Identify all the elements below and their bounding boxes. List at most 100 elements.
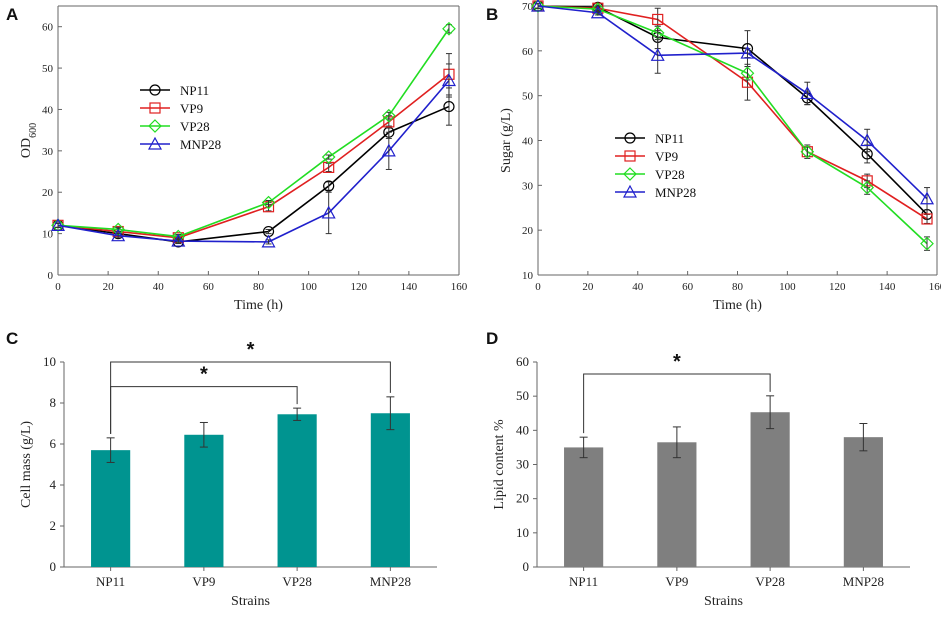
panel-a-y-tick-label: 40 bbox=[42, 104, 54, 116]
panel-b-vp9-point bbox=[652, 13, 664, 26]
panel-a-y-tick-label: 10 bbox=[42, 229, 54, 241]
panel-d-x-tick-label-vp28: VP28 bbox=[755, 574, 785, 589]
panel-c-y-tick-label: 4 bbox=[50, 477, 57, 492]
panel-a-mnp28-point bbox=[441, 73, 456, 87]
panel-a-mnp28-point bbox=[261, 234, 276, 248]
panel-d-y-tick-label: 0 bbox=[523, 559, 530, 574]
panel-a-y-tick-label: 0 bbox=[48, 270, 54, 282]
panel-c-bar-vp9 bbox=[184, 434, 224, 567]
panel-c-bar-np11 bbox=[91, 450, 131, 567]
panel-c-significance-star: * bbox=[200, 364, 208, 386]
panel-d-y-axis-title: Lipid content % bbox=[492, 419, 507, 510]
panel-a-legend-np11-label: NP11 bbox=[180, 83, 209, 98]
panel-a-vp28-point bbox=[442, 21, 456, 36]
panel-a-legend-np11-marker bbox=[149, 84, 161, 96]
panel-b-y-tick-label: 10 bbox=[522, 270, 534, 282]
panel-a-x-tick-label: 120 bbox=[351, 281, 368, 293]
panel-a-y-tick-label: 50 bbox=[42, 63, 54, 75]
panel-b-mnp28-point bbox=[800, 86, 815, 100]
panel-b-vp9-point bbox=[921, 213, 933, 225]
panel-b-legend-vp9-label: VP9 bbox=[655, 149, 678, 164]
panel-c-y-tick-label: 2 bbox=[50, 518, 57, 533]
panel-a-np11-point bbox=[443, 100, 455, 113]
panel-c-bar-vp28 bbox=[277, 414, 317, 567]
panel-a-np11-point bbox=[323, 180, 335, 192]
panel-a-x-tick-label: 100 bbox=[300, 281, 317, 293]
panel-b-mnp28-point bbox=[590, 5, 605, 19]
panel-b-x-tick-label: 80 bbox=[732, 281, 744, 293]
panel-d-y-tick-label: 60 bbox=[516, 354, 529, 369]
panel-a-x-tick-label: 160 bbox=[451, 281, 468, 293]
panel-c-x-tick-label-vp28: VP28 bbox=[282, 574, 312, 589]
panel-d-significance-star: * bbox=[673, 351, 681, 373]
panel-b-y-tick-label: 70 bbox=[522, 1, 534, 13]
panel-a-y-tick-label: 60 bbox=[42, 22, 54, 34]
panel-b-vp28-point bbox=[740, 66, 755, 81]
panel-b-y-tick-label: 30 bbox=[522, 180, 534, 192]
panel-b-legend-np11-marker bbox=[624, 132, 636, 144]
panel-d-bar-vp9 bbox=[657, 442, 697, 567]
panel-a-mnp28-point bbox=[321, 205, 336, 219]
panel-letter-a: A bbox=[6, 5, 18, 24]
panel-d-y-tick-label: 20 bbox=[516, 491, 529, 506]
panel-b-legend-vp9-marker bbox=[624, 150, 636, 162]
panel-d-x-axis-title: Strains bbox=[704, 594, 743, 609]
panel-c-significance-star: * bbox=[247, 339, 255, 361]
panel-d-significance-bracket bbox=[583, 373, 771, 434]
panel-a-y-axis-title: OD600 bbox=[19, 123, 39, 158]
panel-a-legend-mnp28-label: MNP28 bbox=[180, 137, 221, 152]
panel-b-x-axis-title: Time (h) bbox=[713, 298, 762, 313]
panel-a-y-tick-label: 20 bbox=[42, 187, 54, 199]
panel-c-bar-mnp28 bbox=[370, 413, 410, 567]
panel-a-legend-mnp28-marker bbox=[147, 136, 163, 150]
panel-b-vp28-point bbox=[800, 144, 815, 159]
panel-b-x-tick-label: 120 bbox=[829, 281, 846, 293]
panel-c-y-tick-label: 10 bbox=[43, 354, 56, 369]
panel-a-mnp28-line bbox=[57, 79, 450, 243]
panel-b-mnp28-point bbox=[530, 0, 546, 12]
panel-c-y-axis-title: Cell mass (g/L) bbox=[19, 421, 34, 508]
panel-letter-d: D bbox=[486, 329, 498, 348]
panel-a-vp28-point bbox=[321, 150, 336, 164]
panel-b-legend-vp28-marker bbox=[623, 167, 637, 181]
panel-b-x-tick-label: 20 bbox=[582, 281, 594, 293]
panel-c-y-tick-label: 6 bbox=[50, 436, 57, 451]
panel-c-significance-bracket bbox=[110, 361, 391, 434]
panel-c-x-tick-label-np11: NP11 bbox=[96, 574, 125, 589]
panel-b-vp28-point bbox=[531, 0, 545, 13]
panel-b-vp28-line bbox=[537, 5, 928, 245]
panel-b-y-axis-title: Sugar (g/L) bbox=[499, 108, 514, 173]
panel-c-x-axis-title: Strains bbox=[231, 594, 270, 609]
panel-b-mnp28-line bbox=[537, 5, 928, 200]
panel-d-x-tick-label-np11: NP11 bbox=[569, 574, 598, 589]
panel-b-x-tick-label: 160 bbox=[929, 281, 941, 293]
panel-letter-c: C bbox=[6, 329, 18, 348]
panel-d-x-tick-label-mnp28: MNP28 bbox=[843, 574, 884, 589]
panel-a-y-tick-label: 30 bbox=[42, 146, 54, 158]
panel-b-y-tick-label: 60 bbox=[522, 46, 534, 58]
panel-a-od600-chart: 0 20 40 60 80 100 120 140 160 0 10 20 30 40 50 60 Time (… bbox=[19, 5, 468, 313]
panel-a-x-tick-label: 20 bbox=[103, 281, 115, 293]
panel-d-y-tick-label: 50 bbox=[516, 388, 529, 403]
panel-c-cell-mass-chart: 0 2 4 6 8 10 NP11 VP9 VP28 MNP28 Strains Cell mass … bbox=[19, 339, 437, 609]
panel-b-legend-mnp28-label: MNP28 bbox=[655, 185, 696, 200]
panel-b-x-tick-label: 40 bbox=[632, 281, 644, 293]
panel-b-sugar-chart: 0 20 40 60 80 100 120 140 160 10 20 30 40 50 60 70 Time … bbox=[499, 0, 941, 313]
panel-b-x-tick-label: 100 bbox=[779, 281, 796, 293]
panel-b-vp28-point bbox=[860, 180, 875, 195]
panel-a-vp28-point bbox=[51, 218, 65, 233]
panel-c-y-tick-label: 8 bbox=[50, 395, 57, 410]
panel-d-bar-mnp28 bbox=[843, 437, 883, 567]
panel-c-x-tick-label-mnp28: MNP28 bbox=[370, 574, 411, 589]
panel-b-legend-mnp28-marker bbox=[622, 184, 638, 198]
panel-a-vp28-point bbox=[381, 108, 396, 123]
panel-d-bar-vp28 bbox=[750, 412, 790, 567]
panel-a-mnp28-point bbox=[171, 233, 186, 247]
panel-a-x-tick-label: 140 bbox=[401, 281, 418, 293]
panel-b-legend-vp28-label: VP28 bbox=[655, 167, 685, 182]
panel-a-mnp28-point bbox=[50, 218, 66, 231]
panel-a-mnp28-point bbox=[111, 228, 126, 242]
panel-b-y-tick-label: 20 bbox=[522, 225, 534, 237]
panel-c-y-tick-label: 0 bbox=[50, 559, 57, 574]
